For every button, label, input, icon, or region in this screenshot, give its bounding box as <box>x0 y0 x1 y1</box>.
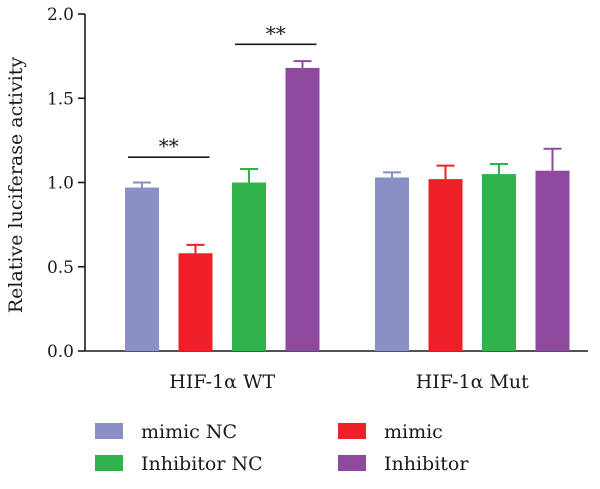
y-tick-label: 0.5 <box>47 258 74 278</box>
bars <box>125 67 570 352</box>
bar <box>285 67 320 352</box>
legend-label: mimic <box>384 421 443 443</box>
bar <box>428 179 463 351</box>
legend: mimic NC mimic Inhibitor NC Inhibitor <box>95 421 469 475</box>
bar <box>375 177 409 351</box>
legend-label: Inhibitor NC <box>141 453 263 475</box>
bar <box>125 187 159 351</box>
legend-swatch <box>95 455 123 471</box>
y-tick-label: 1.5 <box>47 89 74 109</box>
category-label: HIF-1α WT <box>169 371 275 393</box>
category-labels: HIF-1α WT HIF-1α Mut <box>169 371 529 393</box>
y-tick-label: 1.0 <box>47 174 74 194</box>
legend-swatch <box>95 423 123 439</box>
category-label: HIF-1α Mut <box>416 371 529 393</box>
significance-label: ** <box>159 134 179 158</box>
significance-label: ** <box>266 21 286 45</box>
error-bars <box>133 60 562 254</box>
legend-swatch <box>338 455 366 471</box>
legend-swatch <box>338 423 366 439</box>
bar <box>232 182 266 351</box>
bar <box>178 253 213 351</box>
y-tick-label: 0.0 <box>47 342 74 362</box>
legend-label: Inhibitor <box>384 453 469 475</box>
bar <box>535 170 570 351</box>
y-ticks: 0.0 0.5 1.0 1.5 2.0 <box>47 5 85 362</box>
significance-markers: ** ** <box>128 21 317 158</box>
bar <box>482 174 516 351</box>
y-tick-label: 2.0 <box>47 5 74 25</box>
legend-label: mimic NC <box>141 421 237 443</box>
y-axis-title: Relative luciferase activity <box>5 57 27 314</box>
